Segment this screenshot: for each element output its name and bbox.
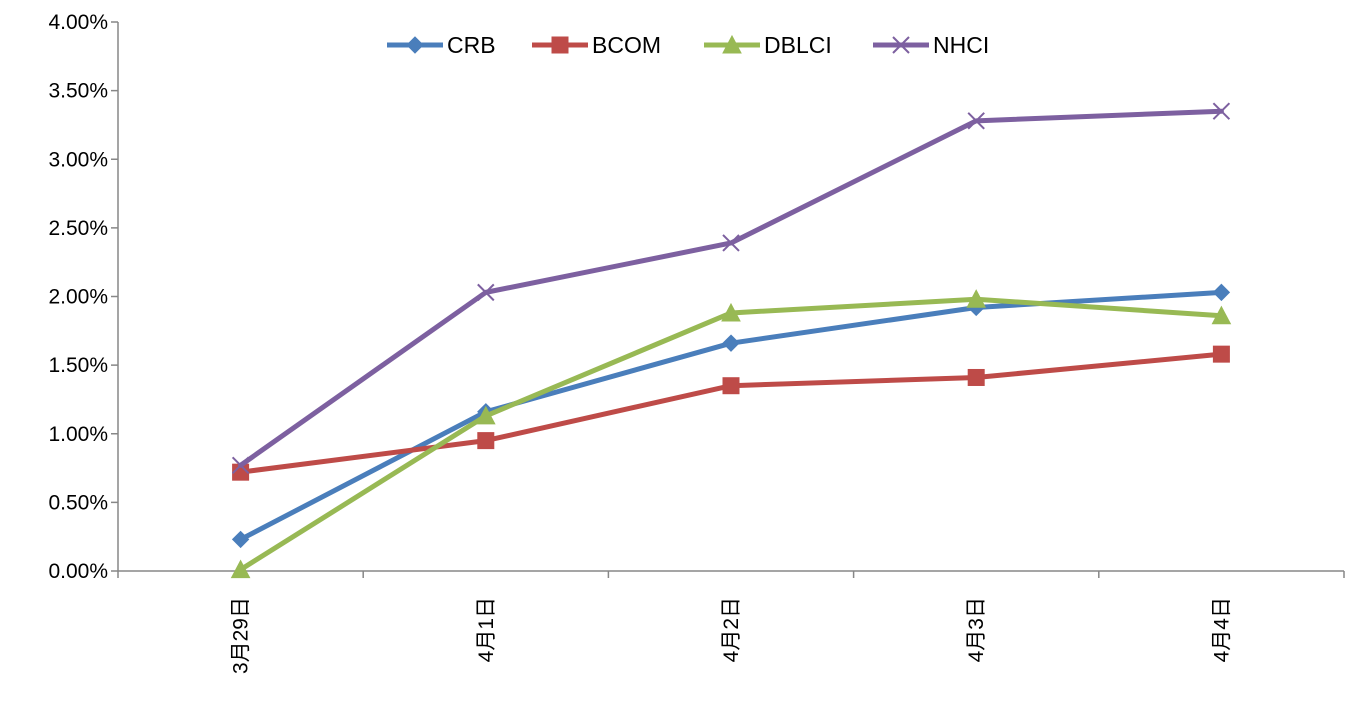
x-tick-label: 4月2日 xyxy=(720,597,743,662)
series-line-nhci xyxy=(238,108,1224,468)
data-point-dblci xyxy=(475,405,496,425)
x-tick-label: 3月29日 xyxy=(230,597,253,674)
x-tick-label: 4月4日 xyxy=(1210,597,1233,662)
x-tick-label: 4月3日 xyxy=(965,597,988,662)
data-point-dblci xyxy=(966,289,987,308)
legend-marker-crb xyxy=(406,36,424,54)
marker-stroke xyxy=(477,283,495,302)
y-tick-label: 0.50% xyxy=(48,491,108,514)
legend-marker-bcom xyxy=(551,36,569,54)
legend-label: CRB xyxy=(447,32,496,58)
data-point-dblci xyxy=(1211,305,1232,325)
legend-item-nhci: NHCI xyxy=(873,32,989,58)
y-tick-label: 3.00% xyxy=(48,148,108,171)
y-tick-label: 3.50% xyxy=(48,80,108,103)
legend-item-dblci: DBLCI xyxy=(704,32,832,58)
y-tick-label: 2.00% xyxy=(48,286,108,309)
marker-stroke xyxy=(722,234,740,252)
legend-marker-nhci xyxy=(892,36,910,54)
marker-stroke xyxy=(231,456,250,475)
y-tick-label: 2.50% xyxy=(48,217,108,240)
x-tick-label: 4月1日 xyxy=(475,597,498,662)
data-point-crb xyxy=(1212,283,1231,302)
y-tick-label: 0.00% xyxy=(48,560,108,583)
series-crb xyxy=(231,283,1231,549)
series-dblci xyxy=(230,289,1232,579)
y-tick-label: 1.50% xyxy=(48,354,108,377)
series-line-crb xyxy=(238,289,1224,542)
legend-marker-dblci xyxy=(722,34,742,54)
y-tick-label: 4.00% xyxy=(48,11,108,34)
y-tick-label: 1.00% xyxy=(48,423,108,446)
data-point-nhci xyxy=(967,112,985,130)
data-point-crb xyxy=(231,530,250,549)
data-point-dblci xyxy=(230,559,251,579)
legend-label: NHCI xyxy=(933,32,989,58)
series-bcom xyxy=(232,345,1230,481)
legend-label: BCOM xyxy=(592,32,661,58)
data-point-nhci xyxy=(1212,102,1231,120)
axes: 0.00% 0.50% 1.00% 1.50% 2.00% 2.50% 3.00% 3.50%… xyxy=(48,11,1345,674)
legend-label: DBLCI xyxy=(764,32,832,58)
data-point-bcom xyxy=(477,432,495,450)
data-point-crb xyxy=(722,334,740,352)
series-nhci xyxy=(231,102,1231,475)
legend-item-bcom: BCOM xyxy=(532,32,661,58)
legend: CRB BCOM DBLCI NHCI xyxy=(387,32,989,58)
data-point-dblci xyxy=(721,302,741,322)
data-point-nhci xyxy=(231,456,250,475)
data-point-bcom xyxy=(1212,345,1230,363)
series-layer xyxy=(230,102,1232,579)
data-point-bcom xyxy=(967,368,985,386)
data-point-bcom xyxy=(722,377,740,395)
marker-stroke xyxy=(967,112,985,130)
data-point-nhci xyxy=(722,234,740,252)
legend-item-crb: CRB xyxy=(387,32,496,58)
data-point-nhci xyxy=(477,283,495,302)
marker-stroke xyxy=(1212,102,1231,120)
marker-stroke xyxy=(892,36,910,54)
series-line-bcom xyxy=(238,351,1224,475)
